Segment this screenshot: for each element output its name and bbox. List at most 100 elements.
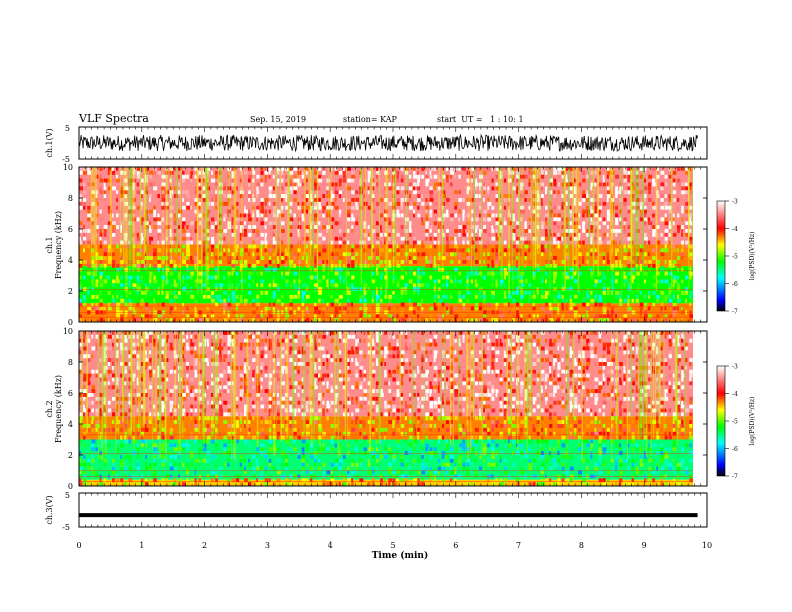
spectrogram-streak bbox=[539, 167, 540, 254]
spectrogram-cell bbox=[244, 420, 246, 424]
spectrogram-cell bbox=[194, 435, 198, 440]
spectrogram-cell bbox=[87, 381, 91, 386]
spectrogram-cell bbox=[239, 244, 242, 249]
spectrogram-cell bbox=[400, 186, 405, 191]
spectrogram-cell bbox=[487, 252, 490, 257]
spectrogram-cell bbox=[206, 362, 210, 366]
spectrogram-streak bbox=[692, 167, 693, 264]
spectrogram-cell bbox=[153, 271, 155, 276]
spectrogram-cell bbox=[380, 408, 384, 413]
spectrogram-cell bbox=[359, 404, 363, 409]
spectrogram-streak bbox=[371, 167, 372, 282]
spectrogram-cell bbox=[281, 400, 285, 405]
spectrogram-cell bbox=[157, 412, 161, 417]
spectrogram-cell bbox=[503, 244, 507, 249]
spectrogram-cell bbox=[264, 174, 268, 179]
spectrogram-cell bbox=[433, 267, 437, 272]
spectrogram-cell bbox=[182, 260, 186, 264]
spectrogram-streak bbox=[511, 167, 513, 264]
spectrogram-cell bbox=[91, 354, 94, 359]
spectrogram-cell bbox=[355, 221, 359, 226]
spectrogram-cell bbox=[314, 455, 318, 459]
spectrogram-cell bbox=[363, 389, 368, 393]
spectrogram-cell bbox=[239, 393, 243, 397]
spectrogram-cell bbox=[314, 182, 318, 187]
spectrogram-cell bbox=[120, 240, 124, 245]
spectrogram-cell bbox=[338, 229, 342, 233]
spectrogram-cell bbox=[590, 275, 594, 280]
spectrogram-cell bbox=[685, 310, 687, 315]
spectrogram-cell bbox=[582, 240, 585, 245]
spectrogram-cell bbox=[239, 377, 243, 382]
spectrogram-cell bbox=[112, 260, 116, 264]
spectrogram-cell bbox=[285, 198, 288, 202]
spectrogram-cell bbox=[421, 267, 423, 272]
spectrogram-cell bbox=[136, 236, 140, 241]
spectrogram-cell bbox=[293, 213, 296, 218]
spectrogram-cell bbox=[417, 252, 420, 257]
spectrogram-cell bbox=[95, 346, 98, 351]
spectrogram-cell bbox=[503, 302, 508, 307]
spectrogram-cell bbox=[268, 194, 273, 198]
spectrogram-cell bbox=[371, 470, 375, 475]
spectrogram-cell bbox=[318, 400, 321, 405]
spectrogram-cell bbox=[396, 174, 399, 179]
spectrogram-cell bbox=[441, 256, 446, 260]
spectrogram-cell bbox=[664, 248, 669, 253]
spectrogram-cell bbox=[586, 314, 589, 319]
spectrogram-cell bbox=[672, 221, 675, 226]
spectrogram-cell bbox=[450, 236, 455, 241]
spectrogram-cell bbox=[289, 182, 293, 187]
spectrogram-cell bbox=[359, 287, 363, 291]
spectrogram-cell bbox=[359, 365, 364, 370]
spectrogram-cell bbox=[190, 256, 193, 260]
spectrogram-cell bbox=[446, 167, 449, 171]
spectrogram-cell bbox=[140, 458, 144, 463]
spectrogram-cell bbox=[557, 174, 561, 179]
spectrogram-cell bbox=[276, 458, 280, 463]
spectrogram-cell bbox=[293, 256, 296, 260]
spectrogram-cell bbox=[437, 267, 442, 272]
spectrogram-cell bbox=[202, 198, 207, 202]
spectrogram-cell bbox=[318, 298, 321, 303]
spectrogram-cell bbox=[396, 190, 400, 195]
spectrogram-cell bbox=[644, 217, 647, 222]
spectrogram-cell bbox=[573, 310, 578, 315]
spectrogram-cell bbox=[342, 424, 346, 428]
spectrogram-cell bbox=[623, 263, 626, 268]
spectrogram-cell bbox=[198, 182, 201, 187]
spectrogram-cell bbox=[301, 263, 304, 268]
spectrogram-cell bbox=[285, 482, 289, 486]
spectrogram-cell bbox=[112, 462, 115, 467]
spectrogram-cell bbox=[615, 221, 619, 226]
spectrogram-streak bbox=[95, 167, 97, 277]
spectrogram-cell bbox=[644, 213, 647, 218]
spectrogram-cell bbox=[268, 248, 273, 253]
spectrogram-cell bbox=[301, 182, 305, 187]
spectrogram-cell bbox=[99, 167, 103, 171]
spectrogram-cell bbox=[198, 221, 202, 226]
spectrogram-cell bbox=[491, 236, 496, 241]
spectrogram-cell bbox=[689, 186, 692, 191]
spectrogram-cell bbox=[281, 240, 284, 245]
spectrogram-cell bbox=[540, 182, 544, 187]
spectrogram-cell bbox=[611, 291, 613, 295]
spectrogram-cell bbox=[433, 318, 437, 322]
spectrogram-cell bbox=[120, 346, 124, 351]
spectrogram-cell bbox=[380, 271, 384, 276]
spectrogram-cell bbox=[375, 240, 380, 245]
spectrogram-cell bbox=[512, 271, 515, 276]
spectrogram-cell bbox=[326, 385, 329, 390]
spectrogram-cell bbox=[79, 412, 83, 417]
spectrogram-cell bbox=[342, 381, 346, 386]
spectrogram-cell bbox=[219, 381, 222, 386]
spectrogram-cell bbox=[528, 294, 533, 299]
spectrogram-cell bbox=[153, 306, 156, 311]
spectrogram-cell bbox=[219, 431, 221, 436]
spectrogram-cell bbox=[520, 318, 523, 322]
spectrogram-cell bbox=[124, 338, 128, 343]
spectrogram-cell bbox=[540, 244, 544, 249]
spectrogram-cell bbox=[153, 458, 156, 463]
spectrogram-cell bbox=[606, 252, 609, 257]
spectrogram-cell bbox=[285, 182, 288, 187]
